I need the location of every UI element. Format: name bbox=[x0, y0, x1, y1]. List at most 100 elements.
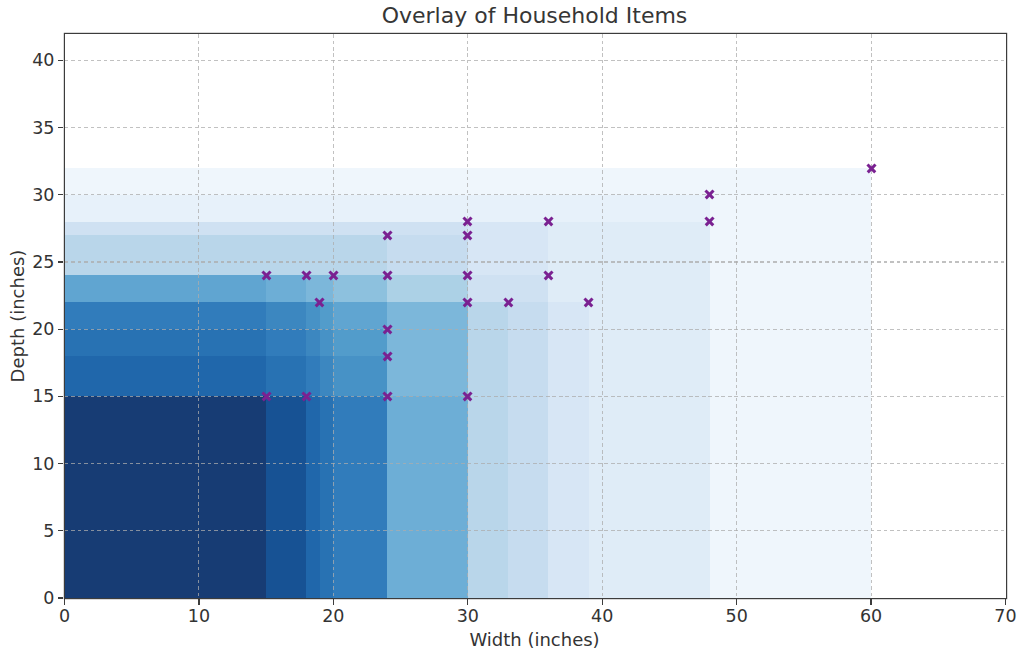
heatmap-cell bbox=[65, 235, 267, 275]
y-tick-mark bbox=[58, 261, 64, 262]
data-point-marker bbox=[462, 297, 473, 308]
y-tick-label: 0 bbox=[7, 587, 55, 609]
heatmap-cell bbox=[508, 302, 548, 329]
heatmap-cell bbox=[548, 222, 588, 235]
heatmap-cell bbox=[508, 168, 548, 195]
data-point-marker bbox=[382, 324, 393, 335]
data-point-marker bbox=[261, 391, 272, 402]
gridline-vertical bbox=[602, 34, 603, 599]
heatmap-cell bbox=[266, 168, 306, 195]
heatmap-cell bbox=[65, 195, 267, 222]
heatmap-cell bbox=[589, 275, 710, 302]
heatmap-cell bbox=[65, 396, 267, 598]
x-tick-label: 40 bbox=[574, 605, 630, 627]
heatmap-cell bbox=[589, 222, 710, 235]
heatmap-cell bbox=[387, 235, 468, 275]
heatmap-cell bbox=[306, 396, 319, 598]
heatmap-cell bbox=[306, 168, 319, 195]
heatmap-cell bbox=[387, 302, 468, 329]
heatmap-cell bbox=[333, 396, 387, 598]
heatmap-cell bbox=[508, 396, 548, 598]
heatmap-cell bbox=[548, 235, 588, 275]
heatmap-cell bbox=[468, 235, 508, 275]
x-tick-mark bbox=[736, 599, 737, 605]
y-tick-mark bbox=[58, 530, 64, 531]
data-point-marker bbox=[462, 391, 473, 402]
data-point-marker bbox=[462, 230, 473, 241]
heatmap-cell bbox=[387, 275, 468, 302]
chart-title: Overlay of Household Items bbox=[64, 3, 1005, 28]
heatmap-cell bbox=[710, 235, 871, 275]
heatmap-cell bbox=[710, 168, 871, 195]
heatmap-cell bbox=[710, 302, 871, 329]
heatmap-cell bbox=[710, 356, 871, 396]
heatmap-cell bbox=[387, 396, 468, 598]
heatmap-cell bbox=[589, 396, 710, 598]
data-point-marker bbox=[382, 351, 393, 362]
heatmap-cell bbox=[387, 329, 468, 356]
heatmap-cell bbox=[589, 302, 710, 329]
heatmap-cell bbox=[710, 396, 871, 598]
data-point-marker bbox=[704, 216, 715, 227]
heatmap-cell bbox=[333, 329, 387, 356]
data-point-marker bbox=[503, 297, 514, 308]
heatmap-cell bbox=[320, 195, 333, 222]
data-point-marker bbox=[382, 270, 393, 281]
heatmap-cell bbox=[65, 168, 267, 195]
data-point-marker bbox=[543, 270, 554, 281]
heatmap-cell bbox=[387, 222, 468, 235]
x-tick-mark bbox=[1005, 599, 1006, 605]
heatmap-cell bbox=[306, 195, 319, 222]
data-point-marker bbox=[261, 270, 272, 281]
x-tick-label: 50 bbox=[709, 605, 765, 627]
gridline-horizontal bbox=[65, 396, 1006, 397]
data-point-marker bbox=[866, 162, 877, 173]
heatmap-cell bbox=[387, 195, 468, 222]
heatmap-cell bbox=[333, 222, 387, 235]
data-point-marker bbox=[301, 270, 312, 281]
heatmap-cell bbox=[320, 168, 333, 195]
heatmap-cell bbox=[387, 168, 468, 195]
heatmap-cell bbox=[710, 275, 871, 302]
heatmap-cell bbox=[387, 356, 468, 396]
y-tick-label: 20 bbox=[7, 318, 55, 340]
heatmap-cell bbox=[333, 195, 387, 222]
y-tick-mark bbox=[58, 194, 64, 195]
heatmap-cell bbox=[710, 222, 871, 235]
data-point-marker bbox=[704, 189, 715, 200]
heatmap-cell bbox=[548, 396, 588, 598]
heatmap-cell bbox=[589, 168, 710, 195]
heatmap-cell bbox=[710, 195, 871, 222]
heatmap-cell bbox=[65, 275, 267, 302]
y-tick-mark bbox=[58, 60, 64, 61]
heatmap-cell bbox=[266, 195, 306, 222]
x-tick-label: 10 bbox=[171, 605, 227, 627]
x-tick-mark bbox=[870, 599, 871, 605]
y-tick-label: 25 bbox=[7, 251, 55, 273]
heatmap-cell bbox=[266, 302, 306, 329]
heatmap-cell bbox=[589, 195, 710, 222]
heatmap-cell bbox=[333, 235, 387, 275]
heatmap-cell bbox=[65, 222, 267, 235]
heatmap-cell bbox=[589, 329, 710, 356]
heatmap-cell bbox=[266, 396, 306, 598]
y-tick-label: 40 bbox=[7, 49, 55, 71]
heatmap-cell bbox=[468, 356, 508, 396]
heatmap-cell bbox=[468, 168, 508, 195]
y-tick-mark bbox=[58, 127, 64, 128]
data-point-marker bbox=[314, 297, 325, 308]
plot-area bbox=[65, 34, 1006, 599]
x-tick-mark bbox=[467, 599, 468, 605]
gridline-horizontal bbox=[65, 530, 1006, 531]
heatmap-cell bbox=[468, 329, 508, 356]
data-point-marker bbox=[462, 216, 473, 227]
data-point-marker bbox=[301, 391, 312, 402]
gridline-vertical bbox=[871, 34, 872, 599]
heatmap-cell bbox=[589, 235, 710, 275]
heatmap-cell bbox=[548, 168, 588, 195]
heatmap-cell bbox=[710, 329, 871, 356]
y-tick-label: 30 bbox=[7, 184, 55, 206]
data-point-marker bbox=[328, 270, 339, 281]
x-tick-mark bbox=[64, 599, 65, 605]
heatmap-cell bbox=[65, 329, 267, 356]
